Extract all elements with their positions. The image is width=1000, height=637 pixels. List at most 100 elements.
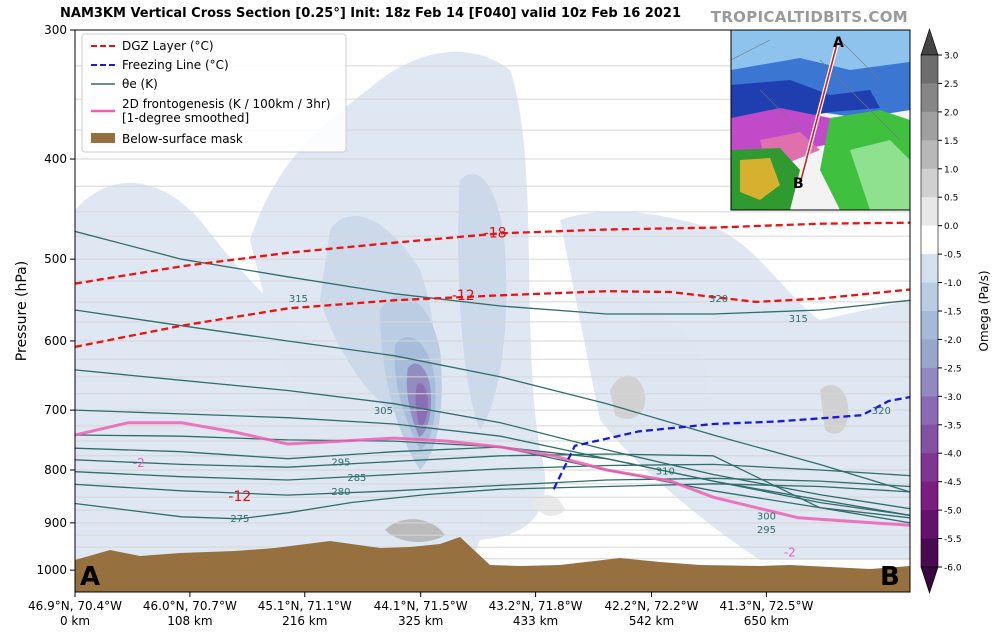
- colorbar-tick-label: 1.0: [944, 165, 959, 175]
- colorbar-tick-label: -3.5: [944, 421, 962, 431]
- freezing-line: [552, 395, 910, 490]
- omega-region: [610, 375, 646, 419]
- y-tick-label: 800: [44, 463, 67, 477]
- colorbar-bin: [921, 254, 938, 284]
- colorbar-label: Omega (Pa/s): [977, 270, 991, 351]
- theta-e-contour-290: [75, 453, 910, 519]
- colorbar-tick-label: 0.5: [944, 194, 958, 204]
- plot-frame: [74, 29, 911, 593]
- frontogenesis-contours: [75, 421, 910, 527]
- x-tick-label-distance: 325 km: [398, 614, 443, 628]
- theta-e-contour-305: [75, 409, 910, 516]
- contour-label: -12: [452, 288, 475, 304]
- dgz-contours: [75, 221, 910, 349]
- contour-label: 300: [757, 511, 776, 522]
- colorbar-tick-label: 2.0: [944, 108, 959, 118]
- legend-label-frontogenesis-line2: [1-degree smoothed]: [122, 111, 249, 125]
- contour-label: -4: [909, 556, 921, 570]
- colorbar-tick-label: 1.5: [944, 137, 958, 147]
- colorbar-bin: [921, 538, 938, 568]
- x-tick-label-latlon: 41.3°N, 72.5°W: [719, 599, 813, 613]
- legend-label-frontogenesis: 2D frontogenesis (K / 100km / 3hr) [1-de…: [122, 97, 334, 125]
- colorbar-bin: [921, 83, 938, 113]
- freezing-line-contour: [552, 395, 910, 490]
- colorbar-bin: [921, 197, 938, 227]
- colorbar-bin: [921, 339, 938, 369]
- contour-label: 275: [230, 514, 249, 525]
- y-tick-label: 600: [44, 334, 67, 348]
- contour-labels: 315 305 295 285 280 275 310 300 295 320 315 320 -18 -…: [133, 225, 921, 570]
- colorbar-tick-label: 3.0: [944, 52, 959, 62]
- colorbar-bin: [921, 168, 938, 198]
- contour-label: -12: [228, 489, 251, 505]
- colorbar-bin: [921, 282, 938, 312]
- colorbar-tick-label: -6.0: [944, 564, 962, 574]
- x-tick-label-latlon: 46.9°N, 70.4°W: [28, 599, 122, 613]
- contour-label: 295: [331, 458, 350, 469]
- omega-region: [385, 519, 445, 542]
- colorbar-bin: [921, 225, 938, 255]
- omega-region: [415, 383, 428, 428]
- omega-colorbar: 3.0 2.5 2.0 1.5 1.0 0.5 0.0 -0.5 -1.0 -1.5 -2.0 -2.…: [920, 28, 962, 594]
- colorbar-bin: [921, 424, 938, 454]
- contour-label: 310: [656, 467, 675, 478]
- legend-box: [81, 33, 347, 153]
- colorbar-tick-label: -4.0: [944, 450, 962, 460]
- omega-region: [640, 300, 707, 430]
- y-tick-label: 400: [44, 152, 67, 166]
- x-tick-label-distance: 650 km: [744, 614, 789, 628]
- x-tick-label-latlon: 45.1°N, 71.1°W: [258, 599, 352, 613]
- colorbar-bin: [921, 396, 938, 426]
- colorbar-tick-label: -2.5: [944, 364, 962, 374]
- contour-label: -2: [784, 546, 796, 560]
- omega-shading: [75, 51, 910, 560]
- contour-label: 320: [872, 406, 891, 417]
- brand-logo-text: TROPICALTIDBITS.COM: [710, 8, 908, 26]
- x-tick-label-distance: 108 km: [167, 614, 212, 628]
- legend-swatch-mask: [91, 133, 115, 143]
- theta-e-contour-310: [75, 369, 910, 510]
- contour-label: -2: [133, 456, 145, 470]
- inset-label-a: A: [833, 35, 844, 51]
- dgz-contour-12: [75, 288, 910, 349]
- frontogenesis-contour: [75, 421, 910, 527]
- contour-label: 320: [709, 294, 728, 305]
- legend-label-mask: Below-surface mask: [122, 132, 243, 146]
- omega-region: [560, 211, 910, 560]
- x-tick-label-latlon: 42.2°N, 72.2°W: [605, 599, 699, 613]
- chart-title: NAM3KM Vertical Cross Section [0.25°] In…: [60, 6, 681, 21]
- colorbar-tick-label: 0.0: [944, 222, 959, 232]
- colorbar-bin: [921, 111, 938, 141]
- contour-label: 315: [789, 314, 808, 325]
- legend-label-freezing: Freezing Line (°C): [122, 58, 229, 72]
- colorbar-tick-label: -0.5: [944, 251, 962, 261]
- inset-label-b: B: [793, 176, 804, 192]
- below-surface-mask: [75, 537, 910, 592]
- colorbar-tick-label: -1.0: [944, 279, 962, 289]
- theta-e-contour-280: [75, 477, 910, 496]
- colorbar-bin: [921, 510, 938, 540]
- theta-e-contour-275: [75, 483, 910, 520]
- x-tick-label-distance: 542 km: [629, 614, 674, 628]
- endpoint-label-start: A: [80, 562, 100, 592]
- omega-region: [820, 385, 849, 434]
- theta-e-contour-320: [75, 230, 910, 315]
- y-axis-label: Pressure (hPa): [14, 261, 30, 361]
- contour-label: 295: [757, 525, 776, 536]
- legend-label-frontogenesis-line1: 2D frontogenesis (K / 100km / 3hr): [122, 97, 331, 111]
- x-tick-label-latlon: 46.0°N, 70.7°W: [143, 599, 237, 613]
- colorbar-tick-label: -4.5: [944, 478, 962, 488]
- y-tick-label: 900: [44, 516, 67, 530]
- contour-label: 315: [289, 294, 308, 305]
- x-tick-label-latlon: 43.2°N, 71.8°W: [489, 599, 583, 613]
- x-tick-label-distance: 216 km: [282, 614, 327, 628]
- colorbar-bin: [921, 481, 938, 511]
- colorbar-tick-label: 2.5: [944, 80, 958, 90]
- colorbar-tick-label: -3.0: [944, 393, 962, 403]
- inset-map: A B: [730, 29, 911, 211]
- y-axis-ticks: 300 400 500 600 700 800 900 1000: [36, 23, 75, 577]
- x-tick-label-latlon: 44.1°N, 71.5°W: [374, 599, 468, 613]
- colorbar-tick-label: -5.5: [944, 535, 962, 545]
